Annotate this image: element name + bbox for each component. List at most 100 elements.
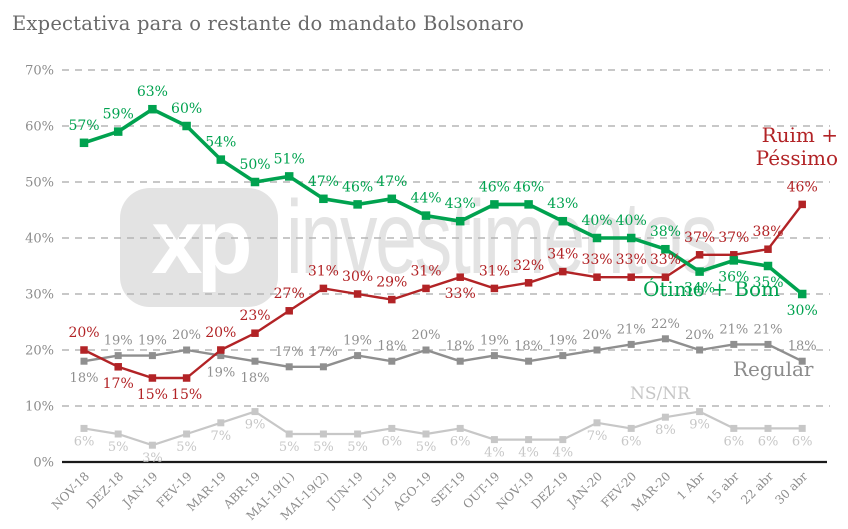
data-point-label: 27% <box>274 286 305 302</box>
data-point-label: 17% <box>275 345 304 360</box>
data-point-marker <box>387 194 397 204</box>
data-point-label: 51% <box>274 151 305 167</box>
data-point-label: 19% <box>480 334 509 349</box>
data-point-marker <box>217 346 225 354</box>
data-point-label: 60% <box>171 101 202 117</box>
data-point-marker <box>661 273 670 281</box>
data-point-label: 17% <box>103 376 134 392</box>
x-tick-label: DEZ-18 <box>84 469 126 511</box>
data-point-marker <box>113 127 123 136</box>
data-point-label: 33% <box>616 252 647 268</box>
data-point-label: 20% <box>412 328 441 343</box>
data-point-label: 5% <box>416 440 437 455</box>
data-point-marker <box>422 430 430 438</box>
data-point-marker <box>627 424 635 432</box>
y-tick-label: 70% <box>25 64 54 79</box>
data-point-label: 47% <box>376 174 407 190</box>
xp-logo-icon: xp <box>120 188 278 307</box>
data-point-marker <box>763 261 773 271</box>
data-point-marker <box>525 436 533 444</box>
data-point-marker <box>353 200 362 209</box>
data-point-marker <box>217 352 225 360</box>
series-label-nsnr: NS/NR <box>630 384 690 404</box>
x-tick-label: 30 abr <box>772 469 810 507</box>
data-point-marker <box>661 413 669 421</box>
data-point-label: 20% <box>172 328 201 343</box>
data-point-label: 6% <box>758 434 779 449</box>
data-point-label: 19% <box>206 366 235 381</box>
data-point-marker <box>251 408 259 416</box>
data-point-label: 43% <box>547 196 578 212</box>
chart-title: Expectativa para o restante do mandato B… <box>12 12 525 35</box>
data-point-marker <box>319 284 328 293</box>
data-point-label: 36% <box>718 269 749 285</box>
data-point-label: 35% <box>752 275 783 291</box>
data-point-marker <box>354 430 362 438</box>
x-tick-label: NOV-19 <box>494 469 537 512</box>
data-point-marker <box>148 104 157 114</box>
data-point-label: 23% <box>239 308 270 324</box>
x-tick-label: JAN-19 <box>119 469 161 511</box>
data-point-label: 59% <box>103 107 134 123</box>
data-point-marker <box>319 430 327 438</box>
y-tick-label: 20% <box>25 344 54 359</box>
data-point-label: 5% <box>176 440 197 455</box>
data-point-label: 4% <box>518 446 539 461</box>
data-point-marker <box>661 335 669 343</box>
data-point-marker <box>730 340 738 348</box>
data-point-marker <box>559 436 567 444</box>
data-point-label: 5% <box>313 440 334 455</box>
data-point-marker <box>114 352 122 360</box>
data-point-marker <box>626 233 636 243</box>
data-point-marker <box>525 357 533 365</box>
data-point-label: 20% <box>583 328 612 343</box>
data-point-label: 6% <box>621 434 642 449</box>
data-point-marker <box>524 279 533 287</box>
series-label-regular: Regular <box>733 357 814 381</box>
data-point-marker <box>695 267 704 276</box>
data-point-label: 32% <box>513 258 544 274</box>
data-point-marker <box>388 424 396 432</box>
data-point-label: 33% <box>445 286 476 302</box>
data-point-label: 6% <box>792 434 813 449</box>
data-point-marker <box>422 284 430 293</box>
data-point-label: 30% <box>787 303 818 319</box>
data-point-marker <box>798 424 806 432</box>
data-point-label: 31% <box>308 263 339 279</box>
data-point-marker <box>80 357 88 365</box>
data-point-label: 19% <box>548 334 577 349</box>
data-point-label: 18% <box>514 339 543 354</box>
y-tick-label: 40% <box>25 232 54 247</box>
x-tick-label: DEZ-19 <box>528 469 570 511</box>
data-point-marker <box>148 374 157 382</box>
data-point-label: 43% <box>445 196 476 212</box>
data-point-marker <box>251 357 259 365</box>
data-point-label: 46% <box>513 179 544 195</box>
data-point-marker <box>456 424 464 432</box>
data-point-label: 15% <box>171 387 202 403</box>
data-point-label: 6% <box>381 434 402 449</box>
data-point-label: 37% <box>684 230 715 246</box>
data-point-label: 19% <box>343 334 372 349</box>
data-point-marker <box>592 233 602 243</box>
data-point-marker <box>490 352 498 360</box>
data-point-label: 17% <box>309 345 338 360</box>
data-point-label: 19% <box>104 334 133 349</box>
data-point-marker <box>490 200 499 209</box>
data-point-marker <box>148 352 156 360</box>
data-point-label: 50% <box>239 157 270 173</box>
data-point-marker <box>798 200 806 209</box>
data-point-label: 30% <box>342 269 373 285</box>
data-point-label: 6% <box>723 434 744 449</box>
data-point-label: 40% <box>616 213 647 229</box>
data-point-label: 47% <box>308 174 339 190</box>
data-point-marker <box>593 273 601 281</box>
data-point-marker <box>593 346 601 354</box>
y-tick-label: 0% <box>33 456 54 471</box>
data-point-marker <box>182 121 191 131</box>
data-point-marker <box>250 177 260 187</box>
data-point-marker <box>455 216 465 226</box>
data-point-marker <box>593 419 601 427</box>
data-point-label: 18% <box>788 339 817 354</box>
series-line <box>83 107 804 296</box>
